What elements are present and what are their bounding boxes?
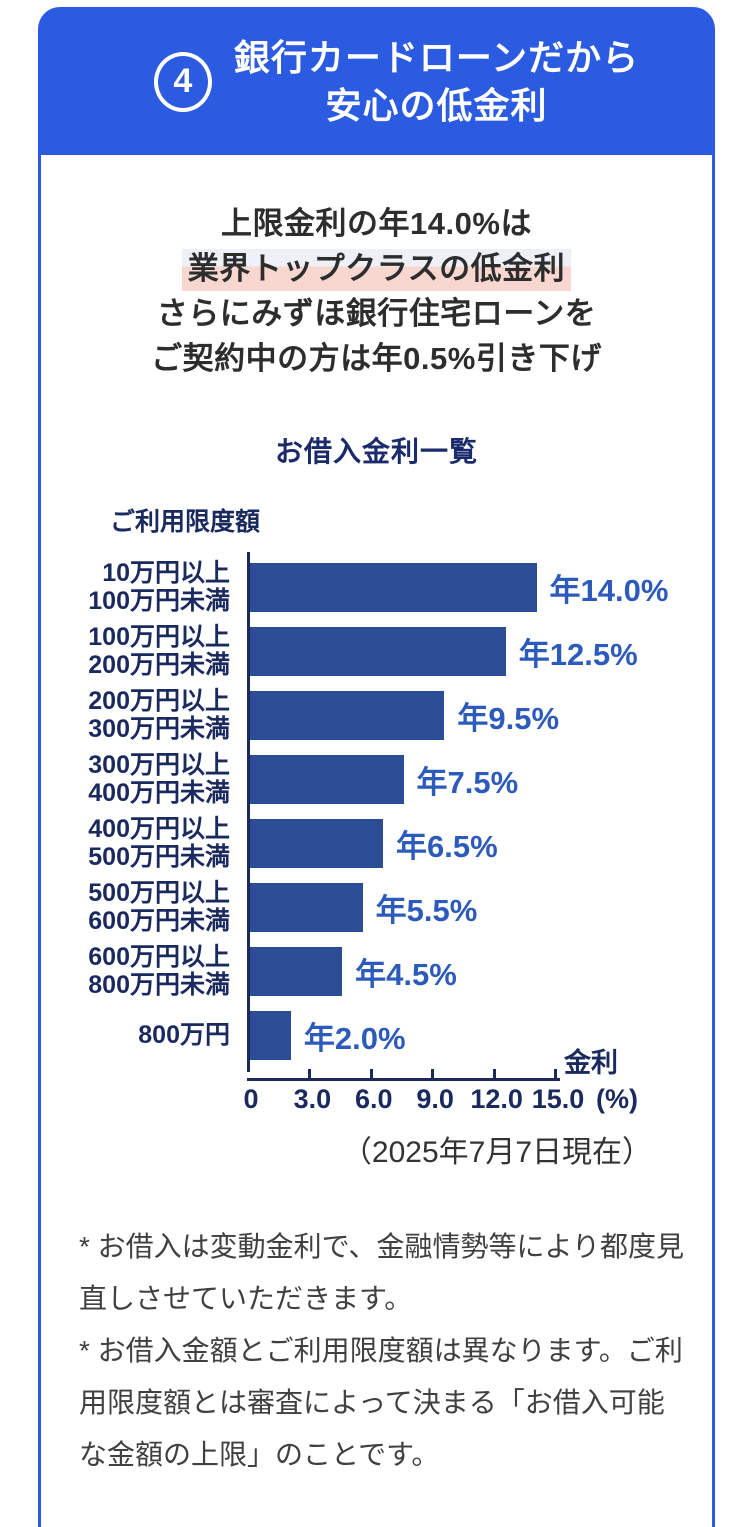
x-tick-mark [431, 1068, 435, 1078]
x-tick-label: 3.0 [293, 1083, 332, 1114]
x-tick-label: 0 [243, 1083, 259, 1114]
rate-value-label: 年7.5% [416, 764, 519, 800]
footnotes: * お借入は変動金利で、金融情勢等により都度見直しさせていただきます。 * お借… [41, 1221, 712, 1481]
x-tick-mark [492, 1068, 496, 1078]
rate-value-label: 年9.5% [457, 700, 560, 736]
limit-range-label: 800万円 [138, 1021, 230, 1049]
x-tick-mark [554, 1068, 557, 1078]
headline-line2: 業界トップクラスの低金利 [41, 247, 712, 292]
footnote-item: * お借入は変動金利で、金融情勢等により都度見直しさせていただきます。 [79, 1230, 684, 1314]
rate-value-label: 年12.5% [518, 636, 638, 672]
promo-card: 4 銀行カードローンだから 安心の低金利 上限金利の年14.0%は 業界トップク… [38, 7, 715, 1527]
rate-bar [250, 626, 506, 676]
section-title-line1: 銀行カードローンだから [233, 37, 640, 79]
chart-row: 100万円以上 200万円未満 年12.5% [41, 623, 712, 680]
chart-row: 300万円以上 400万円未満 年7.5% [41, 751, 712, 808]
x-axis-line [247, 1077, 560, 1081]
limit-range-label: 400万円以上 500万円未満 [88, 814, 230, 872]
section-title: 銀行カードローンだから 安心の低金利 [234, 34, 639, 130]
headline-highlight: 業界トップクラスの低金利 [181, 248, 572, 291]
interest-rate-bar-chart: 10万円以上 100万円未満 年14.0% 100万円以上 200万円未満 年12.5% 2… [41, 551, 712, 1117]
x-tick-mark [308, 1068, 312, 1078]
x-tick-labels: (%) 0 3.0 6.0 9.0 12.0 15.0 [243, 1081, 712, 1117]
chart-row: 10万円以上 100万円未満 年14.0% [41, 559, 712, 616]
chart-y-axis-label: ご利用限度額 [110, 507, 261, 536]
x-axis-title: 金利 [564, 1047, 618, 1078]
limit-range-label: 500万円以上 600万円未満 [88, 878, 230, 936]
rate-value-label: 年4.5% [355, 956, 457, 992]
limit-range-label: 200万円以上 300万円未満 [88, 686, 230, 744]
rate-bar [250, 882, 363, 932]
chart-row: 500万円以上 600万円未満 年5.5% [41, 879, 712, 936]
rate-value-label: 年6.5% [396, 828, 498, 864]
x-axis-unit: (%) [596, 1083, 638, 1114]
rate-value-label: 年2.0% [303, 1020, 406, 1056]
chart-row: 200万円以上 300万円未満 年9.5% [41, 687, 712, 744]
chart-row: 600万円以上 800万円未満 年4.5% [41, 943, 712, 1000]
x-tick-label: 6.0 [355, 1083, 393, 1114]
rate-bar [250, 562, 537, 612]
rate-bar [250, 690, 445, 740]
section-title-line2: 安心の低金利 [325, 85, 548, 126]
chart-row: 800万円 年2.0% [41, 1010, 712, 1060]
y-axis-line [247, 551, 250, 1072]
rate-bar [250, 754, 404, 804]
rate-bar [250, 818, 383, 868]
x-axis: 金利 [247, 1048, 618, 1081]
x-tick-label: 15.0 [531, 1083, 585, 1114]
rate-value-label: 年5.5% [375, 892, 478, 928]
chart-title: お借入金利一覧 [274, 435, 478, 467]
headline-line4: ご契約中の方は年0.5%引き下げ [151, 340, 602, 376]
chart-rows: 10万円以上 100万円未満 年14.0% 100万円以上 200万円未満 年12.5% 2… [41, 559, 712, 1060]
footnote-item: * お借入金額とご利用限度額は異なります。ご利用限度額とは審査によって決まる「お… [79, 1334, 683, 1471]
limit-range-label: 100万円以上 200万円未満 [88, 622, 230, 680]
rate-bar [250, 1010, 291, 1060]
badge-number: 4 [173, 62, 193, 100]
limit-range-label: 600万円以上 800万円未満 [88, 942, 230, 1000]
chart-row: 400万円以上 500万円未満 年6.5% [41, 815, 712, 872]
limit-range-label: 10万円以上 100万円未満 [88, 558, 230, 616]
headline-copy: 上限金利の年14.0%は 業界トップクラスの低金利 さらにみずほ銀行住宅ローンを… [41, 202, 712, 382]
rate-bar [250, 946, 343, 996]
number-4-badge-icon: 4 [153, 52, 212, 112]
x-tick-label: 9.0 [416, 1083, 454, 1114]
limit-range-label: 300万円以上 400万円未満 [88, 750, 230, 808]
section-header-banner: 4 銀行カードローンだから 安心の低金利 [40, 9, 713, 155]
headline-line1: 上限金利の年14.0%は [221, 206, 532, 241]
x-tick-label: 12.0 [470, 1083, 523, 1114]
rate-value-label: 年14.0% [549, 572, 669, 608]
as-of-date: （2025年7月7日現在） [341, 1135, 652, 1169]
x-tick-mark [369, 1068, 373, 1078]
headline-line3: さらにみずほ銀行住宅ローンを [156, 295, 597, 331]
